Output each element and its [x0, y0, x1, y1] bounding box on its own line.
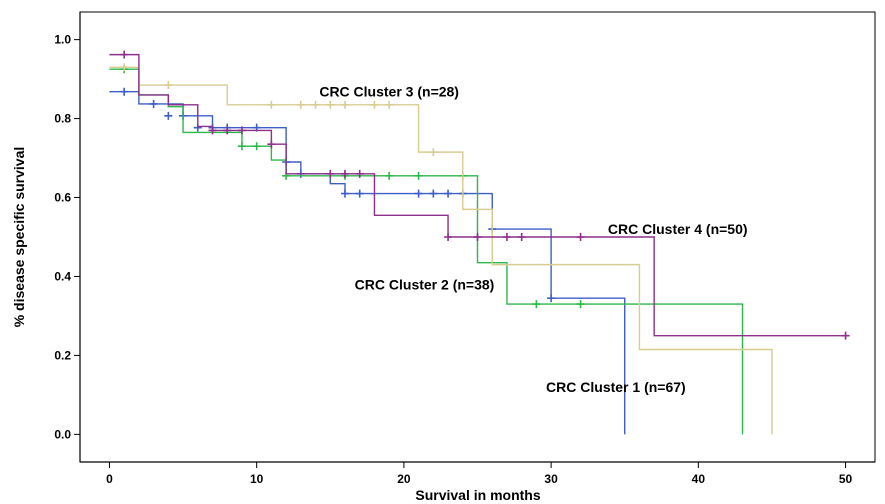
survival-curves [109, 50, 850, 435]
censor-mark [164, 81, 173, 90]
censor-mark [208, 126, 217, 135]
censor-mark [414, 171, 423, 180]
censor-mark [414, 189, 423, 198]
censor-mark [385, 171, 394, 180]
x-tick-label: 0 [106, 472, 113, 486]
y-axis-ticks: 0.0 0.2 0.4 0.6 0.8 1.0 [54, 33, 80, 441]
censor-mark [326, 100, 335, 109]
censor-mark [267, 100, 276, 109]
censor-mark [517, 233, 526, 241]
x-tick-label: 30 [544, 472, 558, 486]
censor-mark [237, 126, 246, 135]
censor-mark [473, 233, 482, 241]
censor-mark [444, 189, 453, 198]
censor-mark [120, 63, 129, 72]
y-tick-label: 0.8 [54, 112, 71, 126]
y-tick-label: 0.4 [54, 269, 71, 283]
x-axis-ticks: 0 10 20 30 40 50 [106, 462, 853, 486]
series-curve-4 [109, 50, 850, 340]
censor-mark [576, 300, 585, 309]
censor-mark [326, 169, 335, 178]
y-tick-label: 0.2 [54, 348, 71, 362]
censor-mark [120, 87, 129, 96]
censor-mark [296, 100, 305, 109]
y-tick-label: 1.0 [54, 33, 71, 47]
censor-mark [341, 100, 349, 109]
censor-mark [164, 111, 173, 120]
censor-mark [355, 189, 364, 198]
series-annotation-label: CRC Cluster 3 (n=28) [319, 84, 459, 100]
censor-mark [841, 331, 850, 340]
censor-mark [341, 189, 349, 198]
censor-mark [149, 99, 158, 108]
series-annotation-label: CRC Cluster 2 (n=38) [355, 276, 495, 292]
y-axis-title: % disease specific survival [11, 147, 27, 328]
censor-mark [341, 169, 349, 178]
censor-mark [532, 300, 541, 309]
censor-mark [547, 294, 556, 303]
series-annotations: CRC Cluster 3 (n=28) CRC Cluster 4 (n=50)… [319, 84, 747, 395]
censor-mark [223, 126, 232, 135]
x-tick-label: 20 [397, 472, 411, 486]
censor-mark [311, 100, 320, 109]
censor-mark [444, 233, 453, 241]
series-annotation-label: CRC Cluster 4 (n=50) [608, 221, 748, 237]
x-axis-title: Survival in months [415, 487, 540, 503]
x-tick-label: 50 [839, 472, 853, 486]
y-tick-label: 0.0 [54, 427, 71, 441]
censor-mark [429, 189, 438, 198]
series-curve-3 [109, 63, 773, 435]
censor-mark [267, 140, 276, 149]
censor-mark [385, 100, 394, 109]
y-tick-label: 0.6 [54, 191, 71, 205]
censor-mark [237, 142, 246, 151]
censor-mark [252, 142, 261, 151]
x-tick-label: 10 [250, 472, 264, 486]
censor-mark [576, 233, 585, 241]
series-annotation-label: CRC Cluster 1 (n=67) [546, 379, 686, 395]
censor-mark [355, 169, 364, 178]
censor-mark [429, 148, 438, 157]
x-tick-label: 40 [692, 472, 706, 486]
censor-mark [370, 100, 379, 109]
censor-mark [502, 233, 511, 241]
censor-mark [120, 50, 129, 59]
